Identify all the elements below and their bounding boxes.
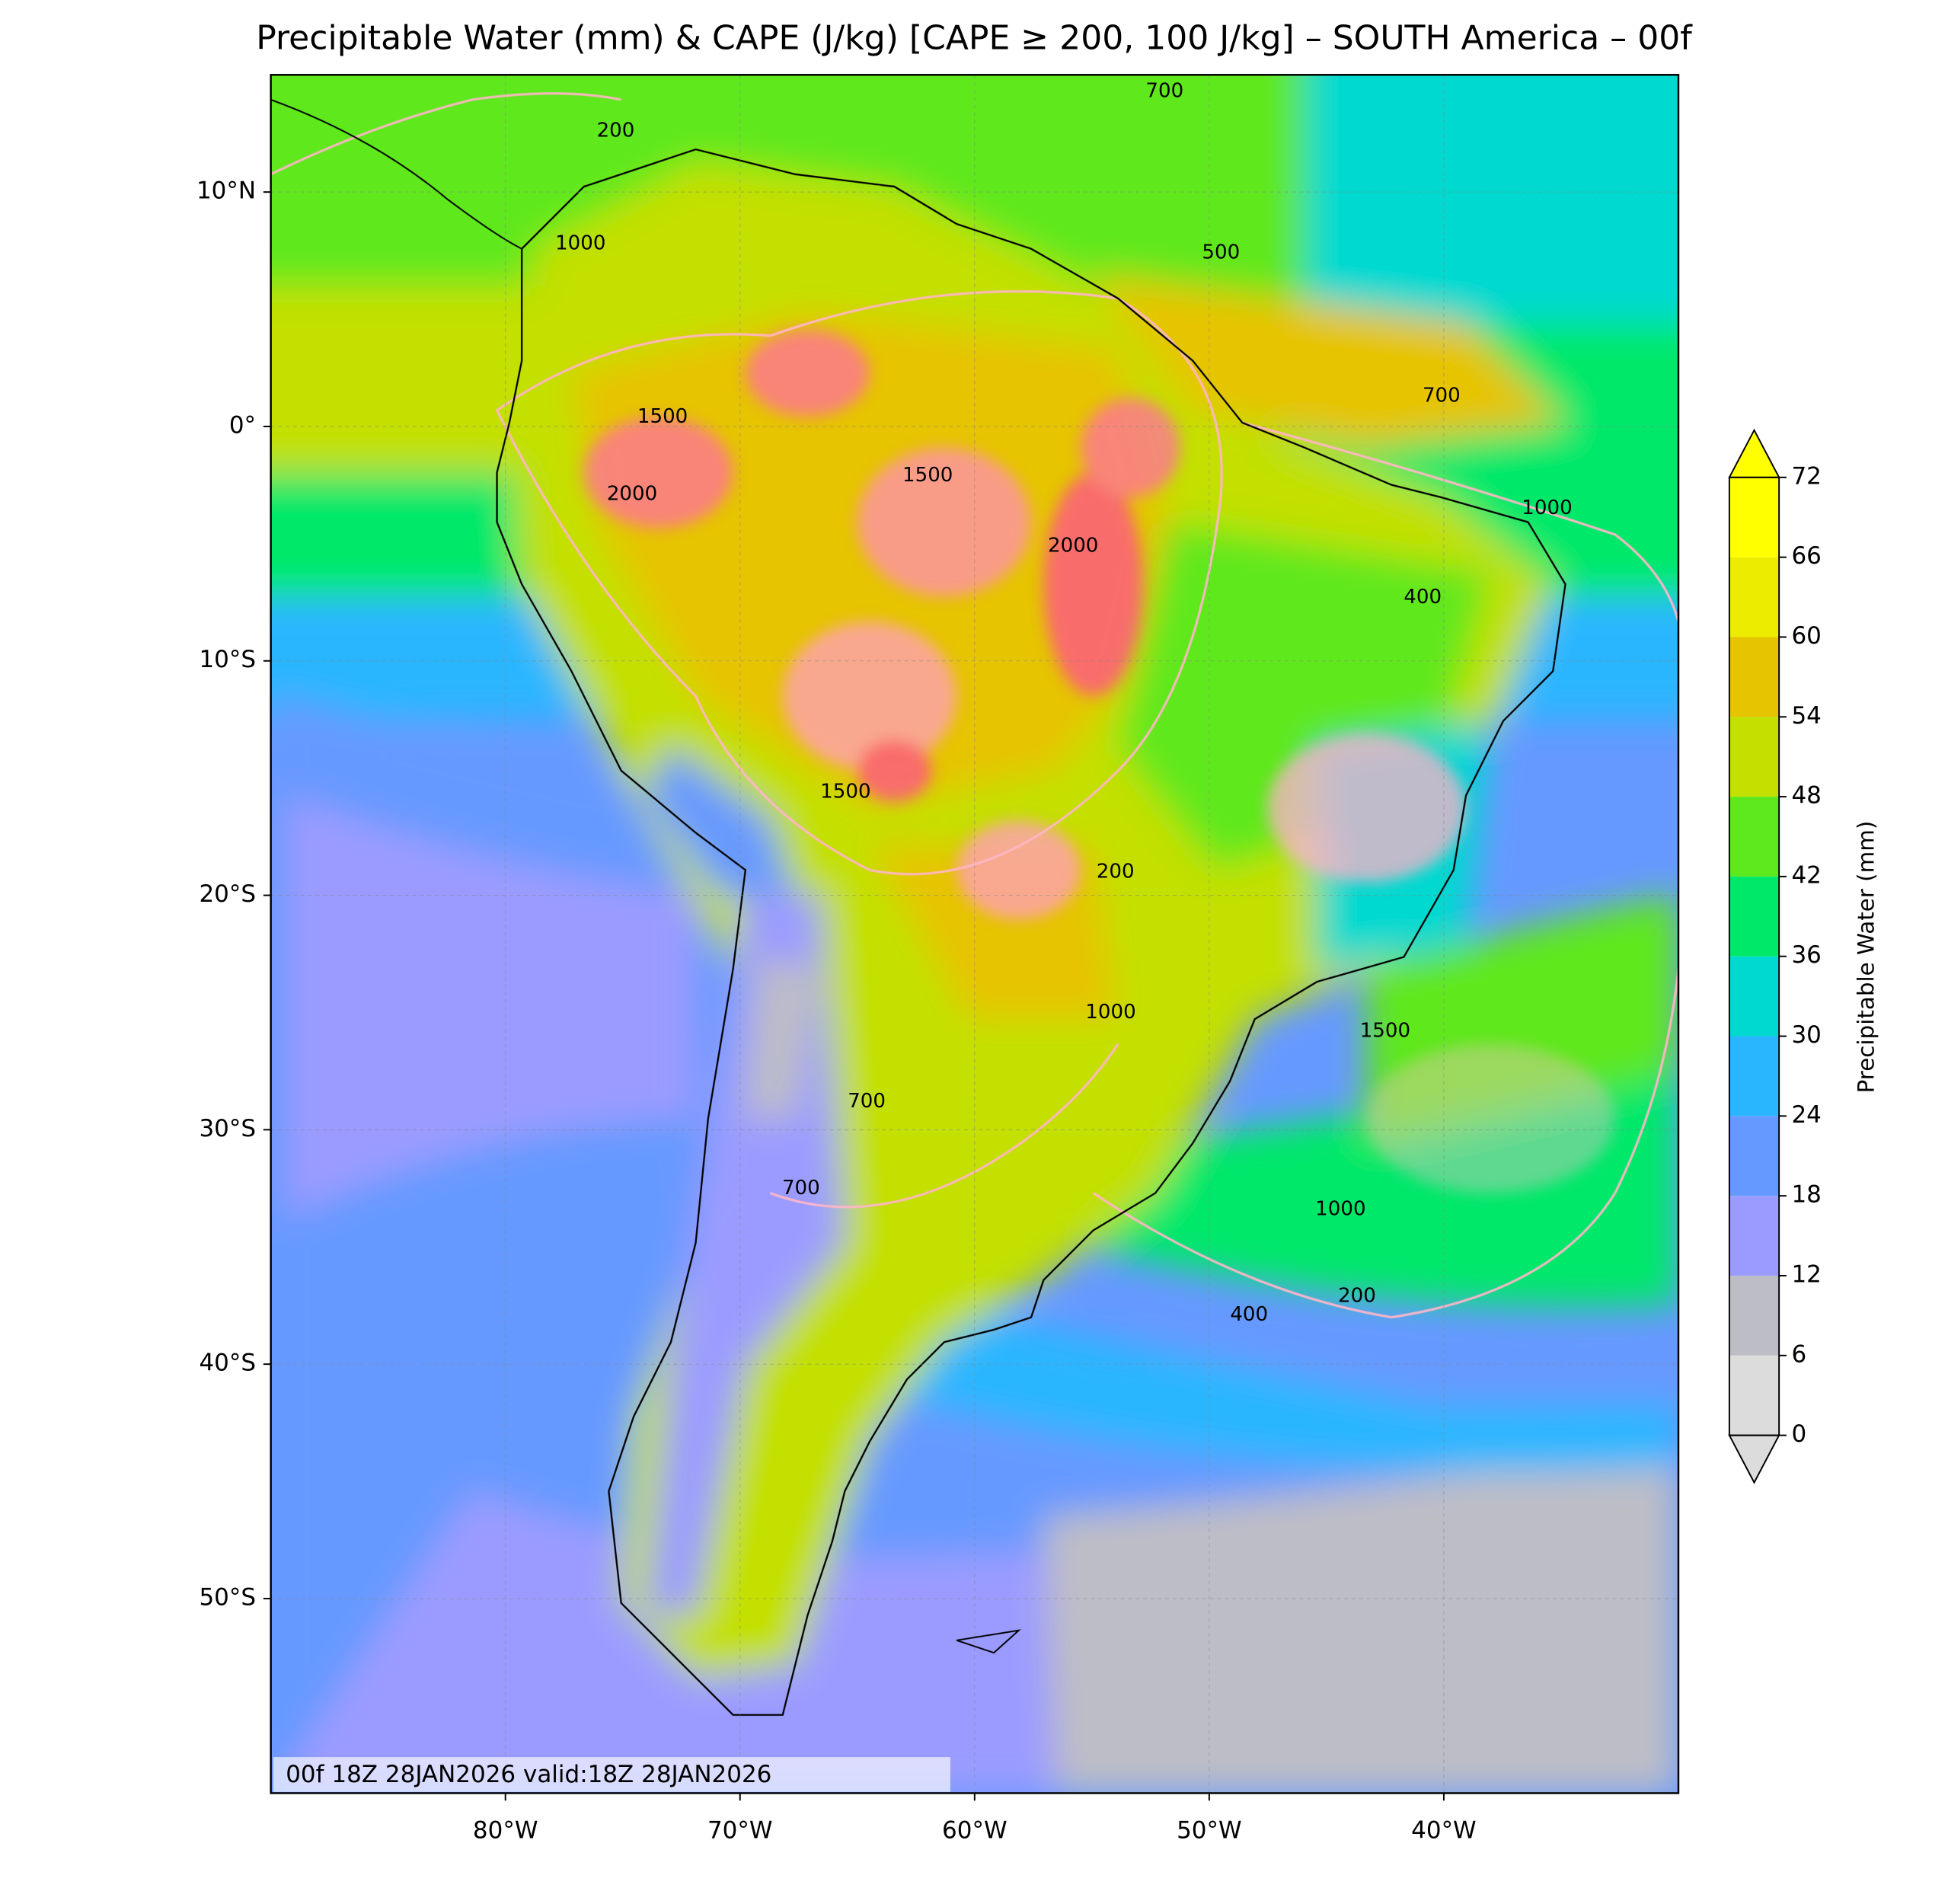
contour-label: 700 xyxy=(1145,79,1183,102)
contour-label: 1000 xyxy=(1085,1001,1135,1024)
axes: 80°W 70°W 60°W 50°W 40°W 10°N 0° 10°S 20°S 30°S 40… xyxy=(196,177,1477,1845)
footer: 00f 18Z 28JAN2026 valid:18Z 28JAN2026 xyxy=(286,1761,771,1788)
colorbar-tick-label: 18 xyxy=(1791,1181,1821,1209)
y-tick-label: 10°S xyxy=(199,646,256,673)
colorbar-label: Precipitable Water (mm) xyxy=(1853,821,1879,1094)
colorbar-tick-label: 66 xyxy=(1791,542,1821,570)
colorbar-tick-label: 42 xyxy=(1791,861,1821,889)
contour-labels: 1000 2000 1500 1500 2000 1500 1000 700 500 400 200… xyxy=(555,79,1573,1326)
contour-label: 1000 xyxy=(1522,497,1572,519)
colorbar-tick-label: 60 xyxy=(1791,622,1821,650)
y-tick-label: 20°S xyxy=(199,880,256,908)
contour-label: 2000 xyxy=(1048,534,1098,557)
contour-label: 400 xyxy=(1404,586,1442,609)
y-tick-label: 10°N xyxy=(196,177,256,205)
colorbar-extend-bottom xyxy=(1728,1434,1780,1484)
colorbar-segment xyxy=(1729,637,1780,717)
colorbar-segment xyxy=(1729,797,1780,877)
contour-label: 1500 xyxy=(902,464,953,487)
contour-label: 700 xyxy=(782,1177,820,1200)
colorbar-segment xyxy=(1729,956,1780,1037)
contour-label: 200 xyxy=(597,120,635,142)
grid xyxy=(270,75,1678,1794)
colorbar-tick-label: 24 xyxy=(1791,1101,1821,1129)
contour-label: 500 xyxy=(1202,241,1240,264)
colorbar-tick-label: 54 xyxy=(1791,702,1821,730)
x-tick-label: 40°W xyxy=(1411,1817,1477,1845)
colorbar-segment xyxy=(1729,1275,1780,1356)
colorbar-tick-label: 12 xyxy=(1791,1260,1821,1288)
y-tick-label: 0° xyxy=(229,411,256,439)
contour-label: 200 xyxy=(1097,860,1135,883)
footer-box xyxy=(273,1757,951,1792)
contour-label: 1500 xyxy=(1360,1020,1410,1043)
colorbar-segment xyxy=(1729,1196,1780,1276)
x-tick-label: 70°W xyxy=(707,1817,773,1845)
x-tick-label: 60°W xyxy=(942,1817,1008,1845)
x-tick-label: 80°W xyxy=(473,1817,538,1845)
colorbar-tick-label: 72 xyxy=(1791,462,1821,490)
colorbar-segment xyxy=(1729,1036,1780,1117)
colorbar-tick-label: 0 xyxy=(1791,1420,1806,1448)
colorbar: 0 6 12 18 24 30 36 42 48 54 60 66 72 xyxy=(1728,428,1822,1484)
contour-label: 400 xyxy=(1230,1303,1268,1326)
contour-label: 1500 xyxy=(820,781,870,803)
contour-label: 700 xyxy=(1423,384,1461,407)
colorbar-extend-top xyxy=(1728,428,1780,478)
contour-label: 2000 xyxy=(607,483,657,506)
colorbar-tick-label: 48 xyxy=(1791,782,1821,810)
colorbar-segment xyxy=(1729,477,1780,557)
y-tick-label: 40°S xyxy=(199,1350,256,1377)
colorbar-tick-label: 6 xyxy=(1791,1340,1806,1368)
x-tick-label: 50°W xyxy=(1177,1817,1242,1845)
contour-label: 700 xyxy=(848,1090,886,1113)
colorbar-segment xyxy=(1729,717,1780,797)
y-tick-label: 30°S xyxy=(199,1115,256,1142)
colorbar-tick-label: 30 xyxy=(1791,1021,1821,1049)
contour-label: 1000 xyxy=(1315,1198,1365,1221)
contour-label: 1500 xyxy=(637,405,688,428)
colorbar-segment xyxy=(1729,876,1780,957)
y-tick-label: 50°S xyxy=(199,1583,256,1611)
map-field: 1000 2000 1500 1500 2000 1500 1000 700 500 400 200… xyxy=(270,75,1678,1794)
colorbar-segment xyxy=(1729,1355,1780,1436)
colorbar-tick-label: 36 xyxy=(1791,941,1821,969)
title: Precipitable Water (mm) & CAPE (J/kg) [C… xyxy=(256,19,1693,58)
colorbar-segment xyxy=(1729,557,1780,637)
colorbar-segment xyxy=(1729,1116,1780,1196)
contour-label: 200 xyxy=(1338,1284,1376,1307)
contour-label: 1000 xyxy=(555,232,605,254)
